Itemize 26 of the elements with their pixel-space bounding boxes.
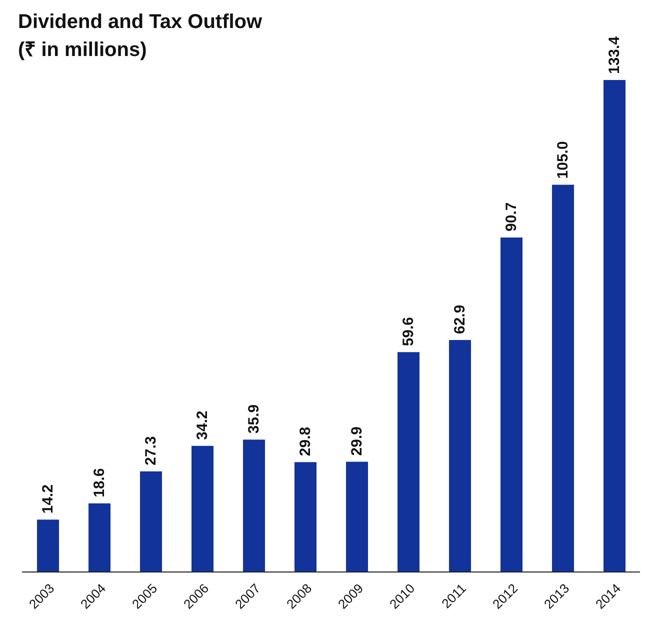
bar <box>449 340 471 572</box>
data-label: 14.2 <box>40 484 56 514</box>
bar <box>398 352 420 572</box>
bar <box>500 237 522 572</box>
bar <box>552 184 574 572</box>
data-label: 90.7 <box>503 202 520 232</box>
chart-subtitle: (₹ in millions) <box>18 38 148 63</box>
chart-title: Dividend and Tax Outflow <box>18 10 262 35</box>
bar <box>37 520 59 572</box>
data-label: 59.6 <box>400 316 417 346</box>
data-label: 35.9 <box>246 404 262 434</box>
data-label: 29.8 <box>297 426 314 456</box>
bar <box>88 503 110 572</box>
bar <box>346 462 368 572</box>
bar <box>243 440 265 572</box>
bar <box>604 80 626 572</box>
data-label: 133.4 <box>606 36 623 74</box>
data-label: 29.9 <box>348 426 366 456</box>
bar <box>294 462 316 572</box>
data-label: 18.6 <box>91 468 108 498</box>
bar <box>192 446 214 572</box>
data-label: 27.3 <box>142 436 160 466</box>
data-label: 62.9 <box>452 304 468 334</box>
bar <box>140 471 162 572</box>
data-label: 105.0 <box>554 141 572 179</box>
data-label: 34.2 <box>194 410 211 440</box>
